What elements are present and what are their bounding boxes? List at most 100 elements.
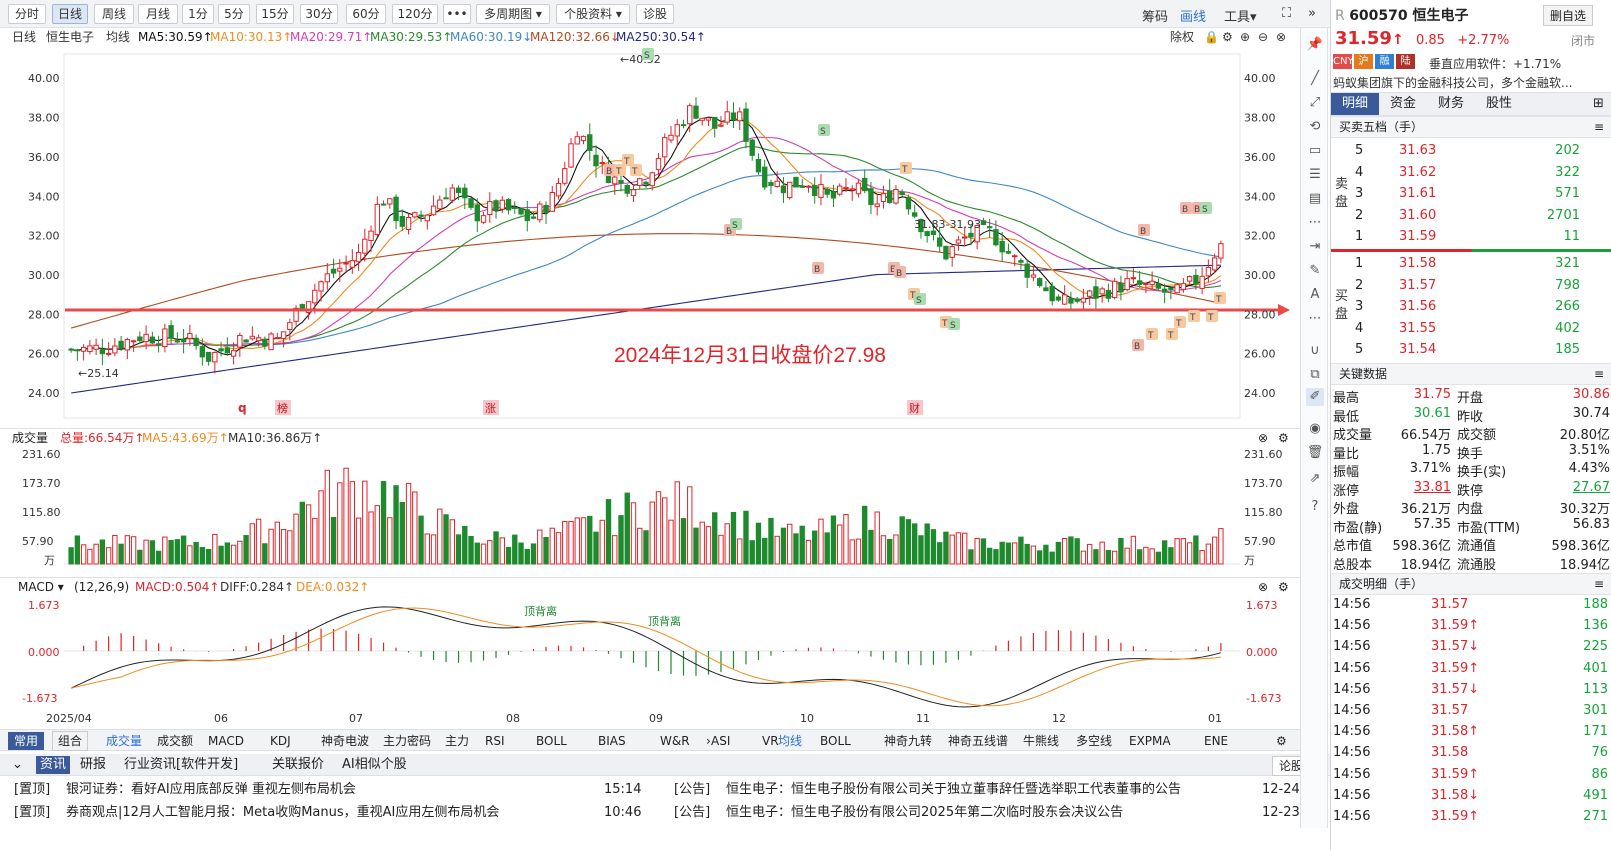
candle-body[interactable] bbox=[330, 268, 337, 274]
candle-body[interactable] bbox=[899, 191, 905, 195]
candle-body[interactable] bbox=[837, 185, 843, 195]
candle-body[interactable] bbox=[374, 203, 380, 236]
quote-tab[interactable]: 股性 bbox=[1485, 96, 1512, 111]
candle-body[interactable] bbox=[562, 168, 568, 184]
signal-mark[interactable] bbox=[1206, 310, 1218, 322]
candle-body[interactable] bbox=[1205, 266, 1212, 277]
candle-body[interactable] bbox=[280, 331, 287, 339]
buy-price[interactable]: 31.57 bbox=[1399, 277, 1437, 293]
draw-tool-icon[interactable]: ▭ bbox=[1308, 143, 1322, 158]
candle-body[interactable] bbox=[305, 301, 312, 313]
period-tab[interactable]: 5分 bbox=[218, 4, 250, 24]
stock-info-dropdown[interactable]: 个股资料 ▾ bbox=[556, 4, 630, 24]
candle-body[interactable] bbox=[474, 204, 480, 222]
candle-body[interactable] bbox=[1099, 288, 1105, 295]
kline-chart[interactable]: 231.60 231.60 173.70 173.70 115.80 115.80 57.9… bbox=[0, 46, 1300, 729]
signal-mark[interactable] bbox=[622, 154, 634, 166]
candle-body[interactable] bbox=[193, 337, 199, 347]
candle-body[interactable] bbox=[137, 336, 143, 342]
candle-body[interactable] bbox=[249, 335, 256, 340]
signal-mark[interactable] bbox=[894, 266, 906, 278]
collapse-icon[interactable]: » bbox=[1308, 6, 1316, 21]
candle-body[interactable] bbox=[337, 267, 343, 272]
candle-body[interactable] bbox=[630, 189, 637, 197]
candle-body[interactable] bbox=[762, 166, 768, 188]
candle-body[interactable] bbox=[99, 349, 106, 355]
candle-body[interactable] bbox=[1124, 278, 1130, 291]
candle-body[interactable] bbox=[387, 198, 393, 205]
signal-mark[interactable] bbox=[604, 164, 616, 176]
draw-tool-icon[interactable]: ? bbox=[1311, 499, 1319, 514]
candle-body[interactable] bbox=[1068, 298, 1074, 304]
ma-label[interactable]: 均线 bbox=[106, 30, 131, 44]
candle-body[interactable] bbox=[593, 154, 599, 167]
candle-body[interactable] bbox=[749, 139, 755, 156]
candle-body[interactable] bbox=[112, 345, 118, 354]
candle-body[interactable] bbox=[643, 181, 649, 185]
candle-body[interactable] bbox=[237, 334, 243, 348]
candle-body[interactable] bbox=[162, 328, 168, 347]
draw-line-button[interactable]: 画线 bbox=[1180, 10, 1207, 25]
candle-body[interactable] bbox=[699, 117, 705, 121]
candle-body[interactable] bbox=[118, 340, 124, 349]
candle-body[interactable] bbox=[274, 337, 281, 340]
signal-mark[interactable] bbox=[1138, 224, 1150, 236]
candle-body[interactable] bbox=[543, 204, 549, 213]
candle-body[interactable] bbox=[662, 137, 668, 158]
collapse-news-icon[interactable]: ⌄ bbox=[12, 757, 23, 772]
candle-body[interactable] bbox=[1211, 257, 1218, 271]
period-tab[interactable]: 30分 bbox=[300, 4, 338, 24]
candle-body[interactable] bbox=[130, 340, 137, 343]
candle-body[interactable] bbox=[830, 191, 837, 199]
candle-body[interactable] bbox=[349, 260, 356, 268]
indicator-settings-icon[interactable]: ⚙ bbox=[1276, 734, 1287, 748]
sell-price[interactable]: 31.63 bbox=[1399, 143, 1437, 158]
overlay-tab[interactable]: 牛熊线 bbox=[1023, 734, 1060, 748]
candle-body[interactable] bbox=[443, 197, 449, 200]
candle-body[interactable] bbox=[961, 236, 968, 239]
tools-dropdown[interactable]: 工具▾ bbox=[1224, 10, 1257, 25]
signal-mark[interactable] bbox=[1146, 328, 1158, 340]
candle-body[interactable] bbox=[455, 187, 462, 194]
draw-tool-icon[interactable]: ∪ bbox=[1310, 343, 1320, 358]
event-tag[interactable]: 财 bbox=[909, 401, 920, 415]
event-tag[interactable]: q bbox=[238, 401, 247, 415]
candle-body[interactable] bbox=[524, 209, 530, 222]
signal-mark[interactable] bbox=[1132, 339, 1144, 351]
candle-body[interactable] bbox=[1086, 290, 1093, 297]
candle-body[interactable] bbox=[674, 124, 680, 137]
draw-tool-icon[interactable]: ☰ bbox=[1309, 167, 1321, 182]
signal-mark[interactable] bbox=[1180, 202, 1192, 214]
zoom-out-icon[interactable]: ⊖ bbox=[1258, 30, 1269, 44]
lock-icon[interactable]: 🔒 bbox=[1204, 30, 1219, 44]
candle-body[interactable] bbox=[255, 337, 262, 342]
buy-price[interactable]: 31.55 bbox=[1399, 320, 1437, 336]
sell-price[interactable]: 31.59 bbox=[1399, 229, 1437, 244]
candle-body[interactable] bbox=[693, 105, 699, 119]
overlay-tab[interactable]: ENE bbox=[1204, 734, 1229, 748]
close-chart-icon[interactable]: ⊗ bbox=[1276, 30, 1287, 44]
candle-body[interactable] bbox=[105, 352, 112, 355]
news-tab[interactable]: 研报 bbox=[80, 757, 107, 772]
draw-tool-icon[interactable]: ⧉ bbox=[1310, 367, 1320, 382]
indicator-tab[interactable]: MACD bbox=[208, 734, 244, 748]
indicator-tab[interactable]: VR bbox=[762, 734, 779, 748]
signal-mark[interactable] bbox=[614, 164, 626, 176]
candle-body[interactable] bbox=[1049, 285, 1055, 302]
remove-watchlist-button[interactable]: 删自选 bbox=[1543, 5, 1594, 26]
candle-body[interactable] bbox=[68, 348, 74, 351]
candle-body[interactable] bbox=[768, 182, 774, 186]
news-tab[interactable]: AI相似个股 bbox=[342, 757, 407, 772]
candle-body[interactable] bbox=[1080, 297, 1087, 303]
period-tab[interactable]: 1分 bbox=[182, 4, 214, 24]
signal-mark[interactable] bbox=[630, 164, 642, 176]
candle-body[interactable] bbox=[549, 191, 555, 212]
event-tag-bg[interactable] bbox=[483, 400, 499, 415]
candle-body[interactable] bbox=[793, 176, 799, 188]
candle-body[interactable] bbox=[924, 231, 930, 237]
indicator-tab[interactable]: 主力密码 bbox=[383, 734, 432, 748]
tab-common[interactable]: 常用 bbox=[8, 732, 45, 750]
candle-body[interactable] bbox=[462, 187, 468, 199]
candle-body[interactable] bbox=[955, 239, 962, 244]
candle-body[interactable] bbox=[805, 185, 812, 188]
